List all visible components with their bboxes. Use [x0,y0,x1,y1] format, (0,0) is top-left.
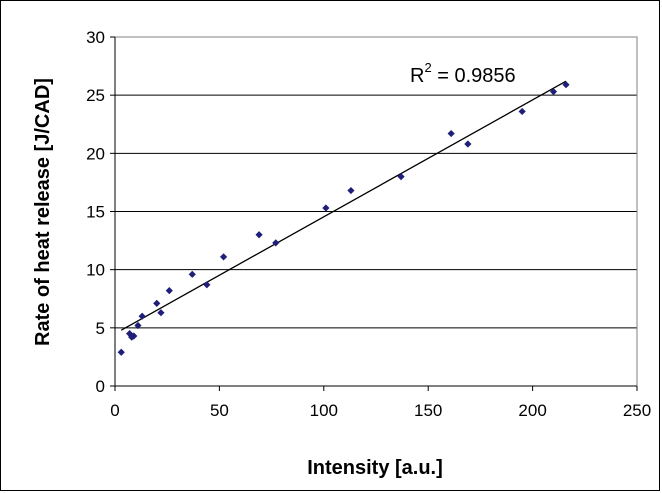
x-tick-label: 100 [310,401,338,420]
data-point [518,107,526,116]
data-point [464,140,472,148]
x-tick-label: 250 [623,401,651,420]
data-point [165,287,173,295]
data-point [134,321,142,330]
data-point [447,129,455,138]
data-point [549,88,558,96]
trendline [120,80,567,331]
data-point [347,186,355,195]
x-tick-label: 0 [110,401,119,420]
data-point [188,270,196,278]
data-point [255,231,263,239]
y-axis-title: Rate of heat release [J/CAD] [32,78,54,346]
data-point [219,253,228,261]
x-tick-label: 50 [210,401,229,420]
data-point [562,81,570,89]
y-tick-label: 20 [86,144,105,163]
y-tick-labels: 0 5 10 15 20 25 30 [86,28,105,396]
data-point [117,348,125,356]
data-points [117,81,570,356]
data-point [130,332,138,340]
data-point [322,204,330,212]
data-point [138,312,146,320]
y-tick-label: 30 [86,28,105,47]
y-tick-label: 5 [96,319,105,338]
data-point [397,173,405,181]
data-point [157,309,165,317]
data-point [203,281,211,289]
x-tick-labels: 0 50 100 150 200 250 [110,401,651,420]
axes [110,36,638,391]
r-squared-label: R2 = 0.9856 [410,60,516,87]
x-tick-label: 150 [414,401,442,420]
y-tick-label: 15 [86,203,105,222]
y-tick-label: 25 [86,86,105,105]
x-tick-label: 200 [518,401,546,420]
x-axis-title: Intensity [a.u.] [307,457,443,479]
y-tick-label: 0 [96,377,105,396]
data-point [126,330,134,338]
data-point [153,299,161,308]
data-point [272,239,280,247]
y-tick-label: 10 [86,261,105,280]
gridlines [115,36,637,329]
